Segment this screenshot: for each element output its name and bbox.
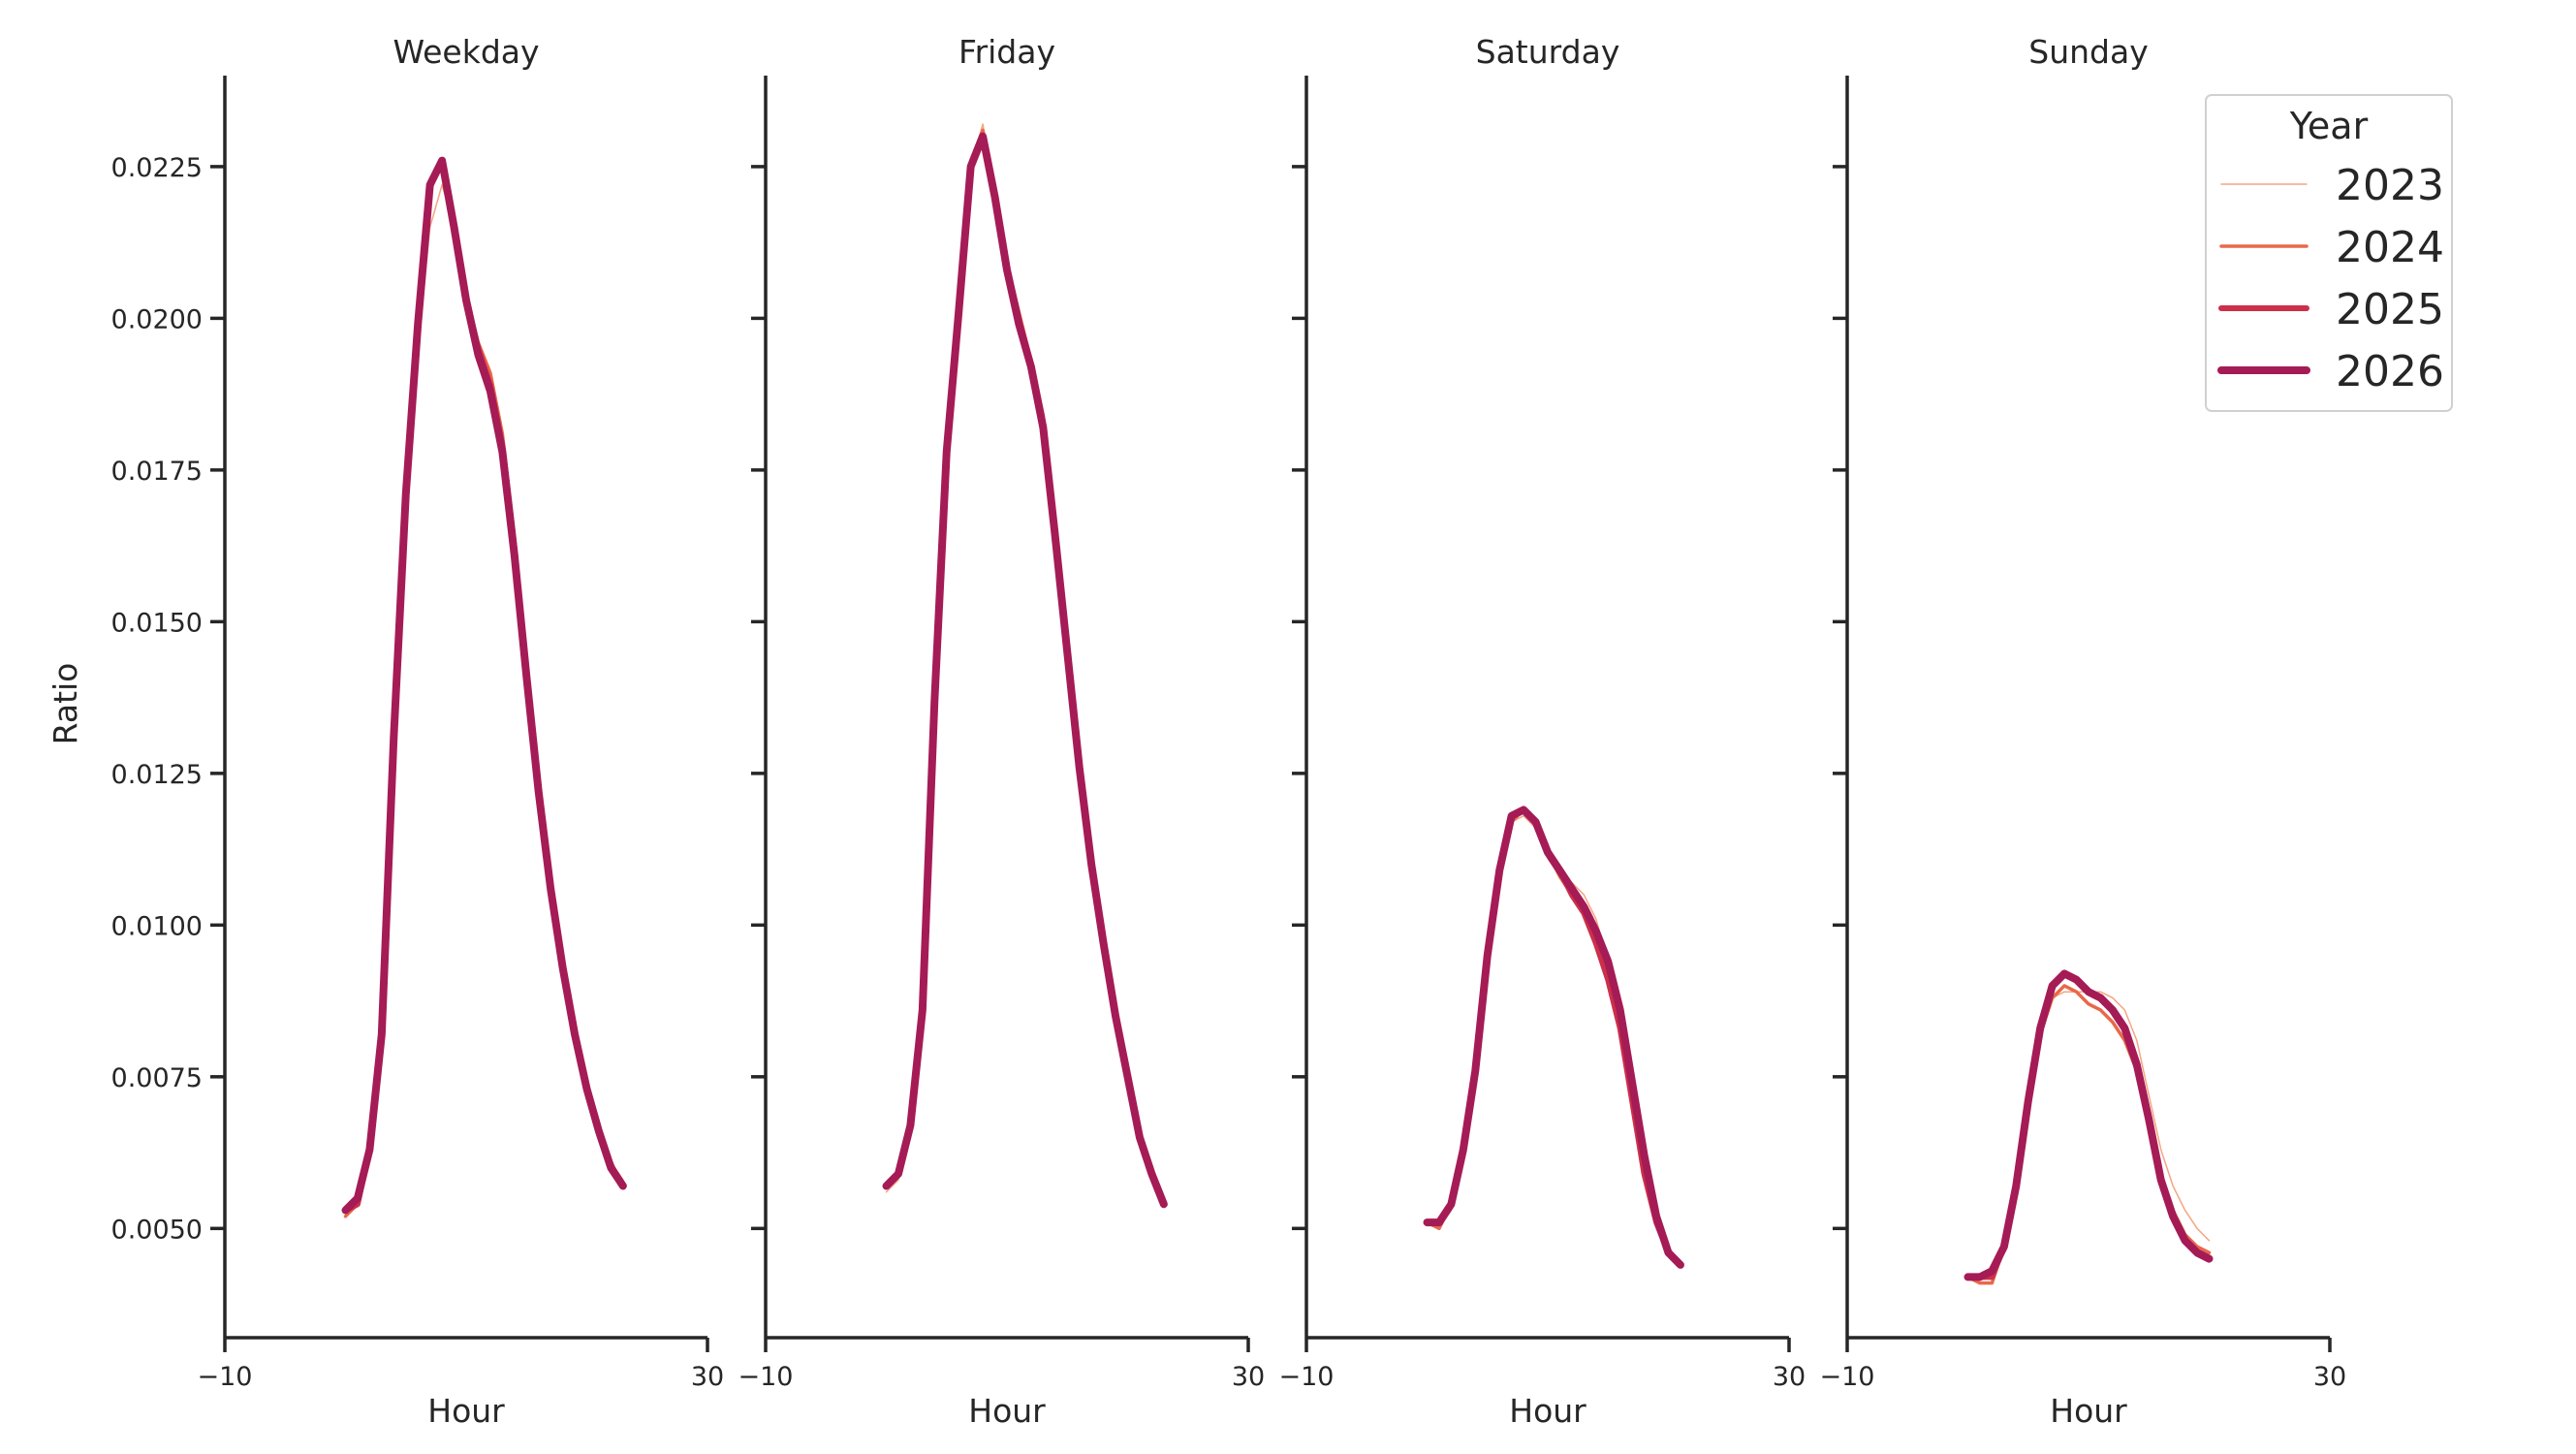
legend-label: 2025 bbox=[2336, 285, 2444, 334]
series-line-2026 bbox=[341, 156, 627, 1215]
panel-title: Saturday bbox=[1476, 33, 1620, 71]
panel-saturday: Saturday −10 30 Hour bbox=[1279, 33, 1806, 1430]
series-line-2026 bbox=[1963, 969, 2214, 1281]
x-axis-label: Hour bbox=[968, 1392, 1046, 1430]
x-tick-label: −10 bbox=[1279, 1362, 1335, 1392]
legend-frame bbox=[2205, 94, 2453, 412]
series-line-2024 bbox=[1425, 807, 1682, 1267]
y-tick-label: 0.0050 bbox=[111, 1215, 203, 1245]
legend-label: 2023 bbox=[2336, 161, 2444, 210]
series-line-2026 bbox=[1423, 806, 1684, 1269]
x-tick-label: 30 bbox=[1773, 1362, 1806, 1392]
x-axis-label: Hour bbox=[427, 1392, 505, 1430]
legend: Year 2023 2024 2025 2026 bbox=[2205, 94, 2453, 412]
y-tick-label: 0.0075 bbox=[111, 1063, 203, 1093]
x-tick-label: 30 bbox=[2313, 1362, 2346, 1392]
x-axis-label: Hour bbox=[2050, 1392, 2127, 1430]
legend-label: 2024 bbox=[2336, 223, 2444, 272]
series-line-2023 bbox=[1426, 814, 1681, 1266]
panel-friday: Friday −10 30 Hour bbox=[738, 33, 1266, 1430]
panel-weekday: Weekday 0.0050 0.0075 0.0100 0.0125 0.0150 0.0… bbox=[111, 33, 725, 1430]
x-tick-label: −10 bbox=[738, 1362, 794, 1392]
x-tick-label: 30 bbox=[1232, 1362, 1265, 1392]
y-tick-label: 0.0225 bbox=[111, 153, 203, 183]
series-line-2026 bbox=[882, 132, 1168, 1209]
y-tick-label: 0.0200 bbox=[111, 304, 203, 334]
panels-group: Weekday 0.0050 0.0075 0.0100 0.0125 0.0150 0.0… bbox=[111, 33, 2347, 1430]
y-tick-label: 0.0125 bbox=[111, 760, 203, 790]
series-line-2025 bbox=[1424, 806, 1683, 1268]
y-tick-label: 0.0175 bbox=[111, 457, 203, 487]
x-axis-label: Hour bbox=[1509, 1392, 1586, 1430]
x-tick-label: −10 bbox=[198, 1362, 253, 1392]
panel-title: Sunday bbox=[2028, 33, 2148, 71]
y-tick-label: 0.0150 bbox=[111, 608, 203, 638]
panel-sunday: Sunday −10 30 Hour bbox=[1820, 33, 2347, 1430]
x-tick-label: −10 bbox=[1820, 1362, 1875, 1392]
legend-title: Year bbox=[2289, 105, 2369, 147]
x-tick-label: 30 bbox=[691, 1362, 724, 1392]
y-axis-label: Ratio bbox=[47, 663, 84, 745]
panel-title: Weekday bbox=[393, 33, 539, 71]
legend-label: 2026 bbox=[2336, 347, 2444, 396]
panel-title: Friday bbox=[958, 33, 1055, 71]
y-tick-label: 0.0100 bbox=[111, 911, 203, 941]
